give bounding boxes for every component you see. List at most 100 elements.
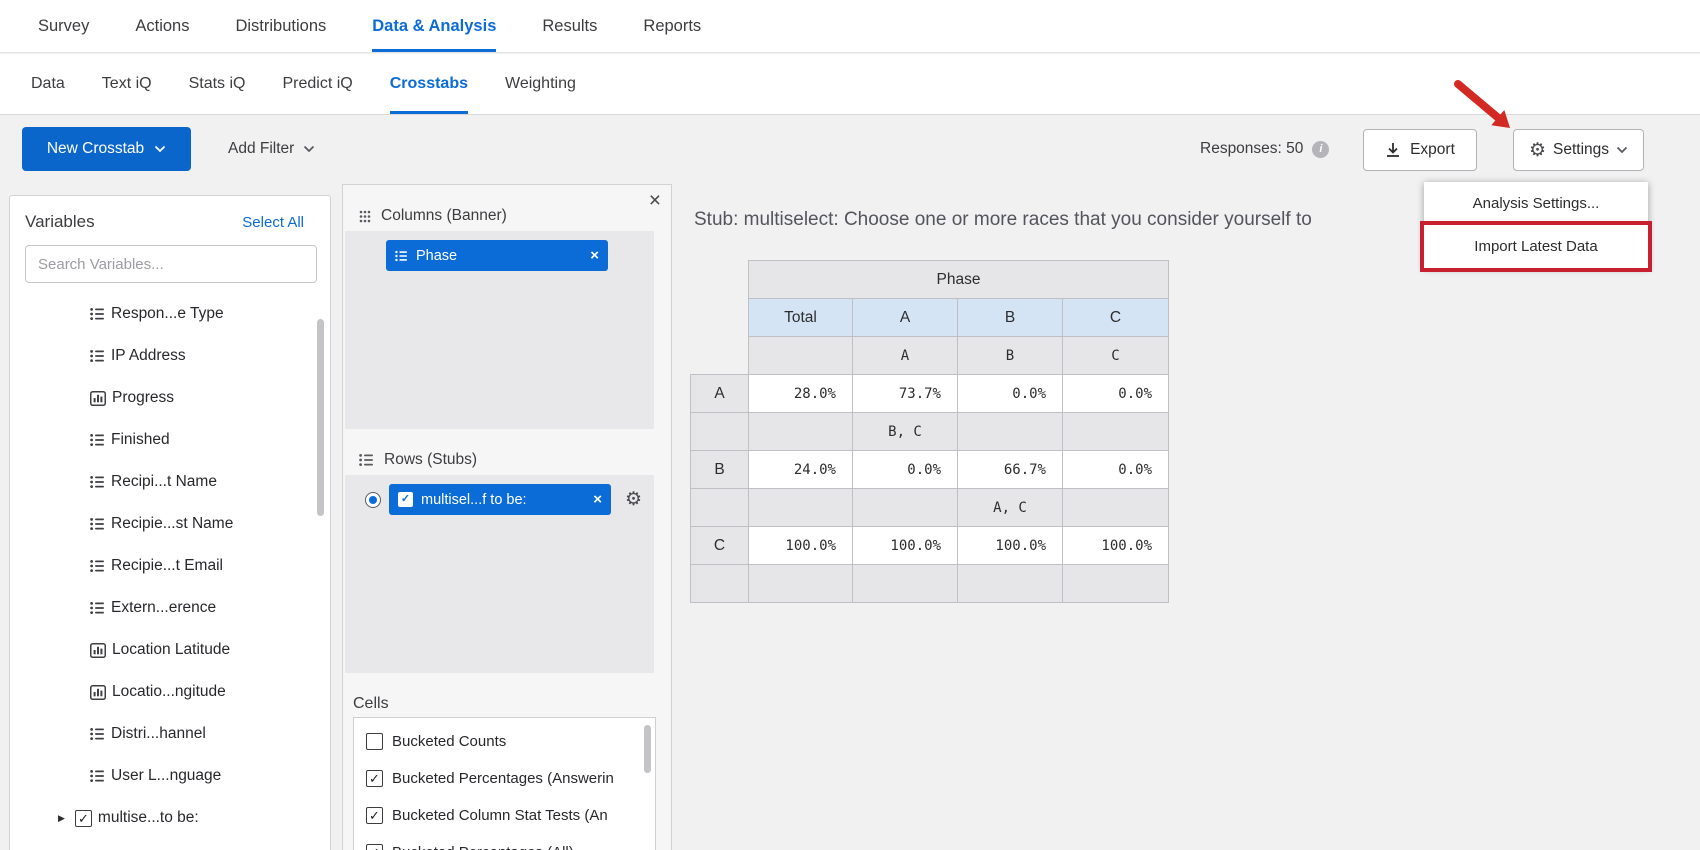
list-icon: [90, 559, 105, 573]
bar-chart-icon: [90, 684, 106, 700]
cell-option-bucketed-percentages-all[interactable]: ✓ Bucketed Percentages (All): [354, 834, 655, 850]
stub-title: Stub: multiselect: Choose one or more ra…: [694, 209, 1312, 230]
row-label: [690, 488, 749, 527]
variable-checkbox[interactable]: ✓: [74, 809, 92, 827]
tab-crosstabs[interactable]: Crosstabs: [389, 54, 468, 114]
tab-distributions[interactable]: Distributions: [235, 16, 327, 35]
table-cell: 66.7%: [957, 450, 1063, 489]
variable-label: User L...nguage: [111, 767, 222, 784]
select-all-link[interactable]: Select All: [242, 213, 304, 231]
variables-list: Respon...e Type IP Address Progress Fini…: [10, 293, 330, 839]
chip-checkbox[interactable]: ✓: [398, 492, 413, 507]
variable-item[interactable]: Progress: [10, 377, 330, 419]
secondary-nav: Data Text iQ Stats iQ Predict iQ Crossta…: [0, 54, 1700, 115]
variable-item[interactable]: Extern...erence: [10, 587, 330, 629]
tab-results[interactable]: Results: [542, 16, 598, 35]
cell-option-bucketed-column-stat-tests[interactable]: ✓ Bucketed Column Stat Tests (An: [354, 797, 655, 834]
column-header: C: [1062, 298, 1169, 337]
variable-item[interactable]: Distri...hannel: [10, 713, 330, 755]
menu-item-analysis-settings[interactable]: Analysis Settings...: [1424, 182, 1648, 225]
checkbox-checked[interactable]: ✓: [366, 770, 383, 787]
columns-dropzone[interactable]: Phase ×: [345, 231, 654, 429]
tab-stats-iq[interactable]: Stats iQ: [188, 75, 246, 92]
tab-predict-iq[interactable]: Predict iQ: [282, 75, 353, 92]
scrollbar-thumb[interactable]: [644, 725, 651, 773]
variable-item[interactable]: Recipie...t Email: [10, 545, 330, 587]
banner-chip-phase[interactable]: Phase ×: [386, 240, 608, 271]
variable-item[interactable]: Locatio...ngitude: [10, 671, 330, 713]
row-label: [690, 412, 749, 451]
row-label: C: [690, 526, 749, 565]
columns-banner-header: Columns (Banner): [343, 201, 671, 231]
remove-chip-icon[interactable]: ×: [593, 491, 602, 508]
export-label: Export: [1410, 141, 1455, 158]
list-icon: [90, 727, 105, 741]
expand-caret-icon[interactable]: ▶: [58, 812, 65, 823]
table-cell: 73.7%: [852, 374, 958, 413]
stat-test-cell: [957, 412, 1063, 451]
cell-option-bucketed-counts[interactable]: Bucketed Counts: [354, 723, 655, 760]
variables-panel: Variables Select All Respon...e Type IP …: [9, 195, 331, 850]
variable-label: Recipie...t Email: [111, 557, 223, 574]
check-icon: ✓: [400, 493, 411, 505]
table-cell: 100.0%: [1062, 526, 1169, 565]
add-filter-button[interactable]: Add Filter: [228, 127, 315, 171]
row-label: B: [690, 450, 749, 489]
crosstab-builder-panel: × Columns (Banner) Phase ×: [342, 184, 672, 850]
tab-data-analysis[interactable]: Data & Analysis: [372, 0, 497, 52]
download-icon: [1385, 142, 1401, 158]
cells-title: Cells: [353, 695, 389, 712]
drag-handle-icon: [359, 210, 371, 223]
search-variables-input[interactable]: [25, 245, 317, 283]
close-icon[interactable]: ×: [648, 189, 661, 212]
variable-label: Distri...hannel: [111, 725, 206, 742]
stat-test-cell: [852, 488, 958, 527]
stub-settings-gear-icon[interactable]: ⚙: [625, 489, 643, 510]
tab-data[interactable]: Data: [31, 75, 65, 92]
table-corner: [691, 261, 749, 299]
row-label: [690, 564, 749, 603]
stat-test-cell: [957, 564, 1063, 603]
chevron-down-icon: [1616, 146, 1628, 154]
tab-survey[interactable]: Survey: [38, 16, 90, 35]
cell-option-bucketed-percentages-answering[interactable]: ✓ Bucketed Percentages (Answerin: [354, 760, 655, 797]
checkbox-checked[interactable]: ✓: [366, 807, 383, 824]
check-icon: ✓: [369, 846, 380, 850]
variable-item[interactable]: Respon...e Type: [10, 293, 330, 335]
variable-item[interactable]: Recipi...t Name: [10, 461, 330, 503]
checkbox-checked[interactable]: ✓: [366, 844, 383, 850]
variable-item[interactable]: User L...nguage: [10, 755, 330, 797]
tab-weighting[interactable]: Weighting: [505, 75, 576, 92]
chip-label: Phase: [416, 247, 458, 264]
chip-label: multisel...f to be:: [421, 491, 527, 508]
variable-item[interactable]: Finished: [10, 419, 330, 461]
variable-item[interactable]: IP Address: [10, 335, 330, 377]
tab-text-iq[interactable]: Text iQ: [101, 75, 152, 92]
variable-item[interactable]: Recipie...st Name: [10, 503, 330, 545]
primary-nav: Survey Actions Distributions Data & Anal…: [0, 0, 1700, 53]
export-button[interactable]: Export: [1363, 129, 1477, 171]
new-crosstab-button[interactable]: New Crosstab: [22, 127, 191, 171]
check-icon: ✓: [77, 810, 89, 826]
stat-letter-header: B: [957, 336, 1063, 375]
variable-label: Recipie...st Name: [111, 515, 234, 532]
tab-reports[interactable]: Reports: [643, 16, 702, 35]
remove-chip-icon[interactable]: ×: [590, 247, 599, 264]
stat-letter-header: C: [1062, 336, 1169, 375]
menu-item-import-latest-data[interactable]: Import Latest Data: [1424, 225, 1648, 268]
variables-title: Variables: [25, 212, 95, 231]
settings-button[interactable]: ⚙ Settings: [1513, 129, 1644, 171]
info-icon[interactable]: i: [1312, 140, 1330, 158]
settings-label: Settings: [1553, 141, 1610, 158]
variable-item[interactable]: Location Latitude: [10, 629, 330, 671]
rows-dropzone[interactable]: ✓ multisel...f to be: × ⚙: [345, 475, 654, 673]
responses-label: Responses: 50: [1200, 140, 1304, 157]
stub-chip-multiselect[interactable]: ✓ multisel...f to be: ×: [389, 484, 611, 515]
responses-count: Responses: 50 i: [1200, 127, 1330, 171]
tab-actions[interactable]: Actions: [135, 16, 190, 35]
stub-radio-button[interactable]: [365, 491, 381, 508]
scrollbar-thumb[interactable]: [317, 319, 324, 516]
list-icon: [90, 601, 105, 615]
variable-item-multiselect[interactable]: ▶ ✓ multise...to be:: [10, 797, 330, 839]
checkbox-unchecked[interactable]: [366, 733, 383, 750]
